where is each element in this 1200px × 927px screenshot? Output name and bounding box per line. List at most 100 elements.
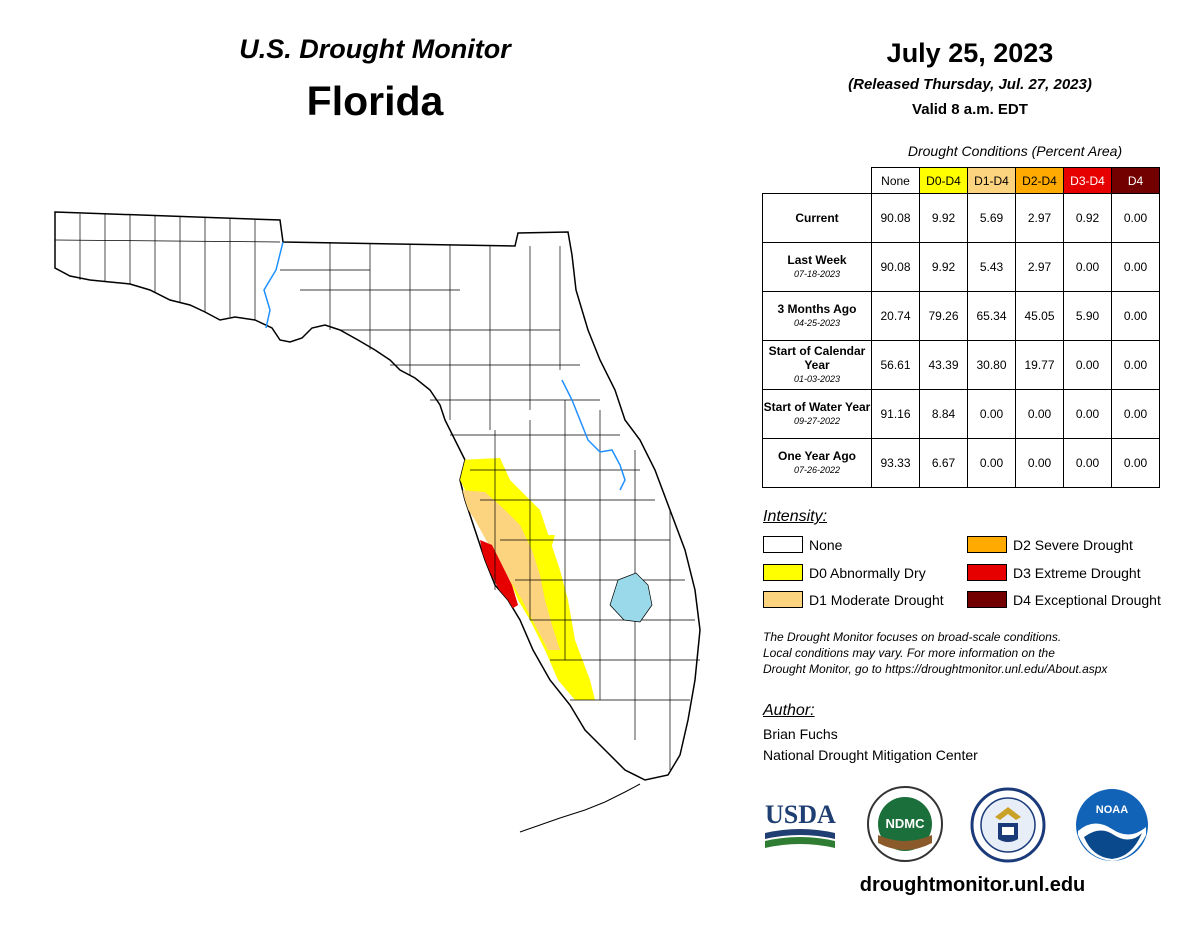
table-cell: 9.92 bbox=[919, 242, 968, 292]
table-cell: 8.84 bbox=[919, 389, 968, 439]
table-row: Current 90.08 9.92 5.69 2.97 0.92 0.00 bbox=[762, 193, 1160, 243]
col-header-none: None bbox=[871, 167, 920, 194]
table-cell: 90.08 bbox=[871, 242, 920, 292]
col-header-d1-d4: D1-D4 bbox=[967, 167, 1016, 194]
col-header-d2-d4: D2-D4 bbox=[1015, 167, 1064, 194]
row-label-text: 3 Months Ago bbox=[777, 302, 857, 316]
author-title: Author: bbox=[763, 702, 815, 719]
florida-drought-map bbox=[54, 211, 701, 833]
table-cell: 2.97 bbox=[1015, 242, 1064, 292]
website-link[interactable]: droughtmonitor.unl.edu bbox=[859, 874, 1086, 896]
table-cell: 9.92 bbox=[919, 193, 968, 243]
table-cell: 0.00 bbox=[1111, 291, 1160, 341]
legend-title: Intensity: bbox=[763, 508, 828, 525]
table-row: Last Week 07-18-2023 90.08 9.92 5.43 2.97… bbox=[762, 242, 1160, 292]
d3-area bbox=[480, 540, 518, 610]
row-label-3-months-ago: 3 Months Ago 04-25-2023 bbox=[762, 291, 872, 341]
author-org: National Drought Mitigation Center bbox=[763, 747, 978, 763]
table-cell: 0.00 bbox=[1111, 193, 1160, 243]
table-row: 3 Months Ago 04-25-2023 20.74 79.26 65.34… bbox=[762, 291, 1160, 341]
table-cell: 91.16 bbox=[871, 389, 920, 439]
drought-stats-table: None D0-D4 D1-D4 D2-D4 D3-D4 D4 Current … bbox=[762, 167, 1160, 488]
valid-time: Valid 8 a.m. EDT bbox=[912, 101, 1028, 118]
table-cell: 30.80 bbox=[967, 340, 1016, 390]
table-cell: 2.97 bbox=[1015, 193, 1064, 243]
row-label-current: Current bbox=[762, 193, 872, 243]
col-header-d0-d4: D0-D4 bbox=[919, 167, 968, 194]
table-cell: 65.34 bbox=[967, 291, 1016, 341]
row-label-start-water-year: Start of Water Year 09-27-2022 bbox=[762, 389, 872, 439]
table-row: Start of Calendar Year 01-03-2023 56.61 4… bbox=[762, 340, 1160, 390]
county-lines bbox=[54, 214, 700, 770]
row-date: 01-03-2023 bbox=[793, 374, 841, 384]
table-cell: 0.00 bbox=[1063, 389, 1112, 439]
lake-okeechobee bbox=[609, 572, 653, 623]
table-cell: 0.00 bbox=[1111, 242, 1160, 292]
d0-area-east bbox=[530, 535, 555, 570]
legend-label: D2 Severe Drought bbox=[1013, 537, 1133, 553]
map-title: U.S. Drought Monitor bbox=[239, 34, 511, 64]
legend-swatch bbox=[763, 564, 803, 581]
ndmc-logo: NDMC bbox=[867, 786, 943, 862]
noaa-logo-text: NOAA bbox=[1096, 804, 1128, 816]
table-cell: 5.90 bbox=[1063, 291, 1112, 341]
table-cell: 6.67 bbox=[919, 438, 968, 488]
usda-logo-text: USDA bbox=[765, 800, 836, 829]
row-date: 07-26-2022 bbox=[793, 465, 841, 475]
row-label-text: Start of Water Year bbox=[763, 400, 871, 414]
legend-swatch bbox=[763, 591, 803, 608]
legend-swatch bbox=[967, 536, 1007, 553]
note-line: The Drought Monitor focuses on broad-sca… bbox=[763, 630, 1062, 644]
col-header-d3-d4: D3-D4 bbox=[1063, 167, 1112, 194]
conditions-title: Drought Conditions (Percent Area) bbox=[907, 143, 1123, 159]
table-cell: 56.61 bbox=[871, 340, 920, 390]
commerce-seal-logo bbox=[970, 787, 1046, 863]
rivers bbox=[263, 241, 626, 491]
release-date: (Released Thursday, Jul. 27, 2023) bbox=[848, 76, 1092, 93]
row-date: 09-27-2022 bbox=[793, 416, 841, 426]
drought-areas bbox=[458, 458, 595, 700]
table-cell: 45.05 bbox=[1015, 291, 1064, 341]
row-label-text: Start of Calendar Year bbox=[768, 344, 866, 372]
legend-label: D4 Exceptional Drought bbox=[1013, 592, 1161, 608]
row-label-start-calendar-year: Start of Calendar Year 01-03-2023 bbox=[762, 340, 872, 390]
table-cell: 0.92 bbox=[1063, 193, 1112, 243]
d1-area bbox=[460, 490, 560, 650]
noaa-logo: NOAA bbox=[1076, 789, 1148, 861]
table-cell: 0.00 bbox=[1111, 389, 1160, 439]
author-name: Brian Fuchs bbox=[763, 726, 838, 742]
table-row: One Year Ago 07-26-2022 93.33 6.67 0.00 0… bbox=[762, 438, 1160, 488]
row-label-text: One Year Ago bbox=[777, 449, 857, 463]
table-cell: 0.00 bbox=[1015, 438, 1064, 488]
table-cell: 0.00 bbox=[1015, 389, 1064, 439]
table-cell: 79.26 bbox=[919, 291, 968, 341]
table-cell: 19.77 bbox=[1015, 340, 1064, 390]
keys bbox=[519, 783, 641, 833]
table-cell: 0.00 bbox=[1063, 242, 1112, 292]
table-cell: 0.00 bbox=[967, 389, 1016, 439]
state-outline bbox=[54, 211, 701, 781]
legend-label: D3 Extreme Drought bbox=[1013, 565, 1141, 581]
table-cell: 0.00 bbox=[1111, 340, 1160, 390]
note-line: Drought Monitor, go to https://droughtmo… bbox=[763, 662, 1108, 676]
legend-swatch bbox=[763, 536, 803, 553]
row-label-text: Last Week bbox=[787, 253, 847, 267]
table-cell: 0.00 bbox=[967, 438, 1016, 488]
table-cell: 5.69 bbox=[967, 193, 1016, 243]
table-header-row: None D0-D4 D1-D4 D2-D4 D3-D4 D4 bbox=[763, 167, 1160, 194]
row-label-last-week: Last Week 07-18-2023 bbox=[762, 242, 872, 292]
table-corner bbox=[763, 168, 872, 194]
ndmc-logo-text: NDMC bbox=[886, 816, 926, 831]
table-row: Start of Water Year 09-27-2022 91.16 8.84… bbox=[762, 389, 1160, 439]
table-cell: 20.74 bbox=[871, 291, 920, 341]
legend-label: D0 Abnormally Dry bbox=[809, 565, 926, 581]
col-header-d4: D4 bbox=[1111, 167, 1160, 194]
disclaimer-note: The Drought Monitor focuses on broad-sca… bbox=[763, 629, 1193, 677]
row-label-text: Current bbox=[795, 211, 839, 225]
row-date: 04-25-2023 bbox=[793, 318, 841, 328]
legend-swatch bbox=[967, 564, 1007, 581]
table-cell: 93.33 bbox=[871, 438, 920, 488]
map-date: July 25, 2023 bbox=[886, 38, 1054, 68]
legend-label: None bbox=[809, 537, 843, 553]
table-cell: 0.00 bbox=[1063, 340, 1112, 390]
